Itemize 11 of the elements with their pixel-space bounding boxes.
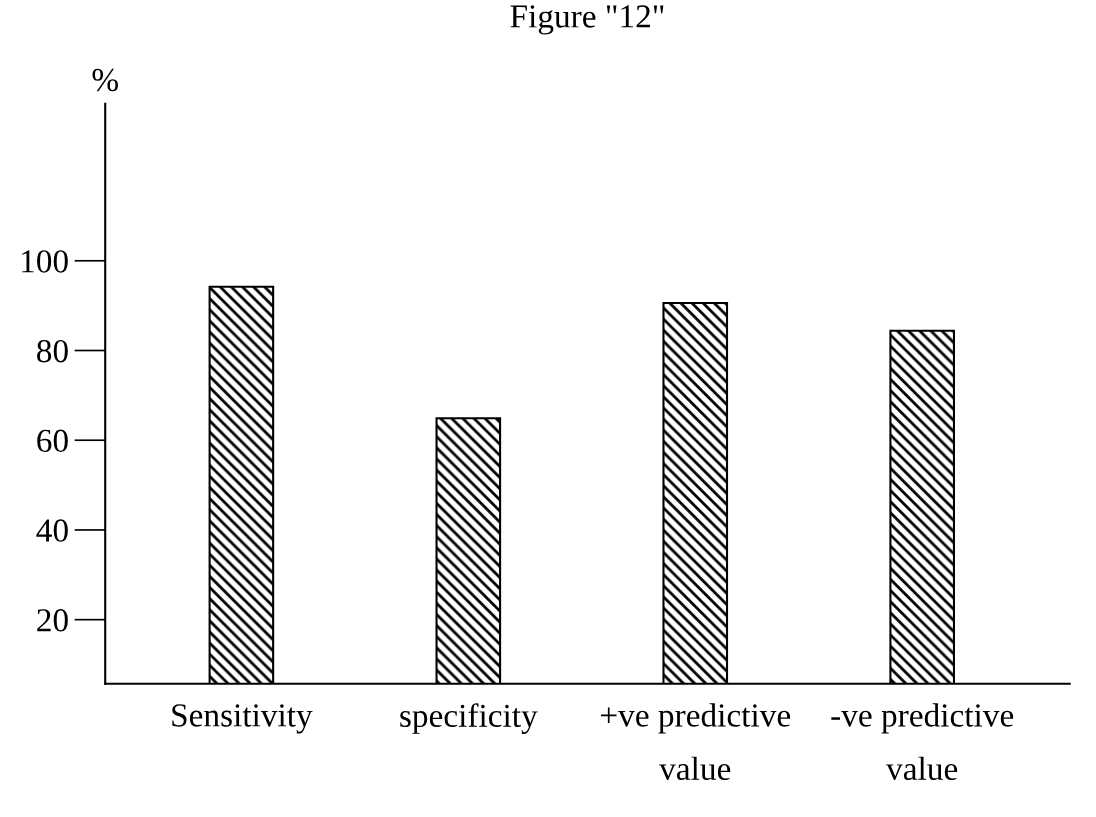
x-tick-label: -ve predictive value xyxy=(831,703,1014,781)
y-tick-label: 60 xyxy=(37,429,68,453)
y-tick-label: 80 xyxy=(37,339,68,363)
y-axis-title: % xyxy=(92,68,118,92)
x-tick-label: Sensitivity xyxy=(172,704,313,734)
y-tick-label: 20 xyxy=(37,609,68,632)
x-tick-label: specificity xyxy=(400,703,538,734)
y-tick-label: 100 xyxy=(22,250,68,273)
chart-title: Figure "12" xyxy=(510,5,664,35)
x-tick-label: +ve predictive value xyxy=(600,703,791,781)
y-tick-label: 40 xyxy=(36,519,68,542)
